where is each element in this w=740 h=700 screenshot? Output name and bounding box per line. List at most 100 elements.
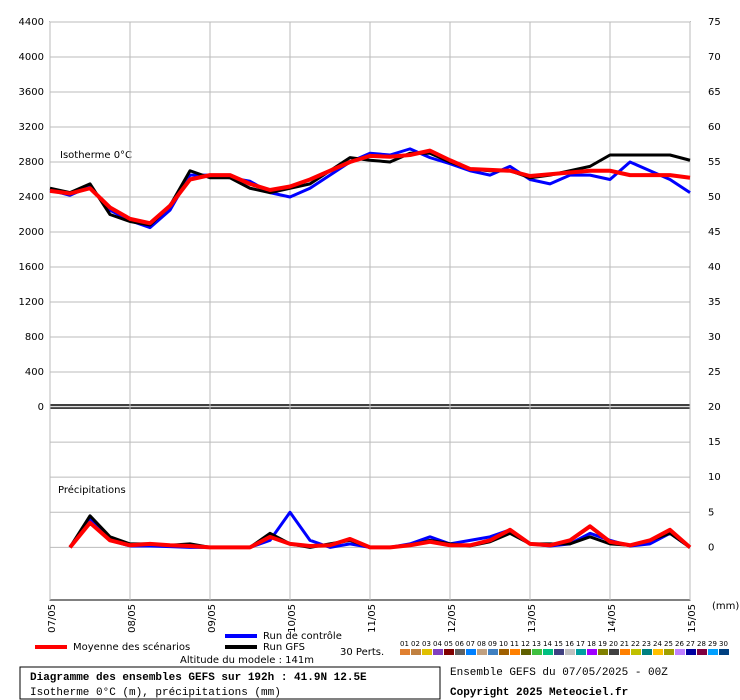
pert-swatch — [664, 649, 674, 655]
pert-label: 29 — [708, 640, 717, 648]
pert-label: 20 — [609, 640, 618, 648]
pert-label: 18 — [587, 640, 596, 648]
pert-swatch — [510, 649, 520, 655]
pert-swatch — [554, 649, 564, 655]
panel-annotation: Précipitations — [58, 484, 126, 496]
pert-label: 21 — [620, 640, 629, 648]
pert-label: 24 — [653, 640, 662, 648]
pert-swatch — [422, 649, 432, 655]
pert-label: 17 — [576, 640, 585, 648]
y-tick-label: 0 — [708, 542, 714, 553]
y2-tick-label: 60 — [708, 122, 721, 133]
pert-label: 16 — [565, 640, 574, 648]
y-tick-label: 2000 — [19, 227, 44, 238]
y2-tick-label: 75 — [708, 17, 721, 28]
y-tick-label: 1600 — [19, 262, 44, 273]
y2-tick-label: 65 — [708, 87, 721, 98]
pert-label: 25 — [664, 640, 673, 648]
perts-title: 30 Perts. — [340, 647, 384, 658]
pert-swatch — [587, 649, 597, 655]
pert-swatch — [433, 649, 443, 655]
pert-label: 08 — [477, 640, 486, 648]
pert-swatch — [642, 649, 652, 655]
y-tick-label: 2400 — [19, 192, 44, 203]
pert-swatch — [609, 649, 619, 655]
pert-swatch — [653, 649, 663, 655]
pert-swatch — [444, 649, 454, 655]
pert-swatch — [631, 649, 641, 655]
x-tick-label: 15/05 — [687, 604, 698, 633]
y2-tick-label: 35 — [708, 297, 721, 308]
x-tick-label: 11/05 — [367, 604, 378, 633]
y-tick-label: 1200 — [19, 297, 44, 308]
y2-tick-label: 50 — [708, 192, 721, 203]
footer-subtitle: Isotherme 0°C (m), précipitations (mm) — [30, 687, 281, 699]
pert-swatch — [488, 649, 498, 655]
footer-copyright: Copyright 2025 Meteociel.fr — [450, 687, 628, 699]
y2-tick-label: 45 — [708, 227, 721, 238]
pert-swatch — [400, 649, 410, 655]
pert-label: 04 — [433, 640, 442, 648]
footer-box — [19, 666, 441, 700]
y-tick-label: 4400 — [19, 17, 44, 28]
y-tick-label: 400 — [25, 367, 44, 378]
y-tick-label: 3200 — [19, 122, 44, 133]
pert-swatch — [466, 649, 476, 655]
pert-label: 15 — [554, 640, 563, 648]
y-tick-label: 4000 — [19, 52, 44, 63]
y-tick-label: 10 — [708, 472, 721, 483]
pert-label: 11 — [510, 640, 519, 648]
series-line — [49, 148, 691, 226]
y2-tick-label: 25 — [708, 367, 721, 378]
legend-label: Run GFS — [263, 642, 305, 653]
pert-label: 01 — [400, 640, 409, 648]
y-tick-label: 15 — [708, 437, 721, 448]
y-axis-label: (mm) — [712, 601, 739, 612]
series-line — [68, 520, 692, 550]
pert-swatch — [499, 649, 509, 655]
y-tick-label: 800 — [25, 332, 44, 343]
y-tick-label: 0 — [38, 402, 44, 413]
pert-label: 27 — [686, 640, 695, 648]
pert-swatch — [455, 649, 465, 655]
pert-swatch — [477, 649, 487, 655]
pert-label: 19 — [598, 640, 607, 648]
pert-swatch — [565, 649, 575, 655]
pert-label: 06 — [455, 640, 464, 648]
series-line — [49, 147, 691, 230]
pert-label: 22 — [631, 640, 640, 648]
pert-label: 13 — [532, 640, 541, 648]
pert-swatch — [686, 649, 696, 655]
pert-label: 05 — [444, 640, 453, 648]
footer-title: Diagramme des ensembles GEFS sur 192h : … — [30, 672, 367, 684]
y-tick-label: 2800 — [19, 157, 44, 168]
pert-swatch — [411, 649, 421, 655]
pert-label: 26 — [675, 640, 684, 648]
pert-label: 09 — [488, 640, 497, 648]
pert-label: 30 — [719, 640, 728, 648]
y2-tick-label: 30 — [708, 332, 721, 343]
x-tick-label: 13/05 — [527, 604, 538, 633]
x-tick-label: 10/05 — [287, 604, 298, 633]
pert-swatch — [576, 649, 586, 655]
footer-run: Ensemble GEFS du 07/05/2025 - 00Z — [450, 667, 668, 679]
y-tick-label: 3600 — [19, 87, 44, 98]
x-tick-label: 07/05 — [47, 604, 58, 633]
pert-swatch — [719, 649, 729, 655]
legend-label: Moyenne des scénarios — [73, 641, 190, 653]
pert-label: 10 — [499, 640, 508, 648]
pert-label: 14 — [543, 640, 552, 648]
pert-swatch — [708, 649, 718, 655]
y2-tick-label: 40 — [708, 262, 721, 273]
pert-swatch — [598, 649, 608, 655]
pert-swatch — [675, 649, 685, 655]
y2-tick-label: 70 — [708, 52, 721, 63]
altitude: Altitude du modele : 141m — [180, 655, 314, 666]
pert-label: 12 — [521, 640, 530, 648]
x-tick-label: 09/05 — [207, 604, 218, 633]
panel-annotation: Isotherme 0°C — [60, 150, 132, 161]
pert-label: 23 — [642, 640, 651, 648]
pert-label: 03 — [422, 640, 431, 648]
x-tick-label: 08/05 — [127, 604, 138, 633]
